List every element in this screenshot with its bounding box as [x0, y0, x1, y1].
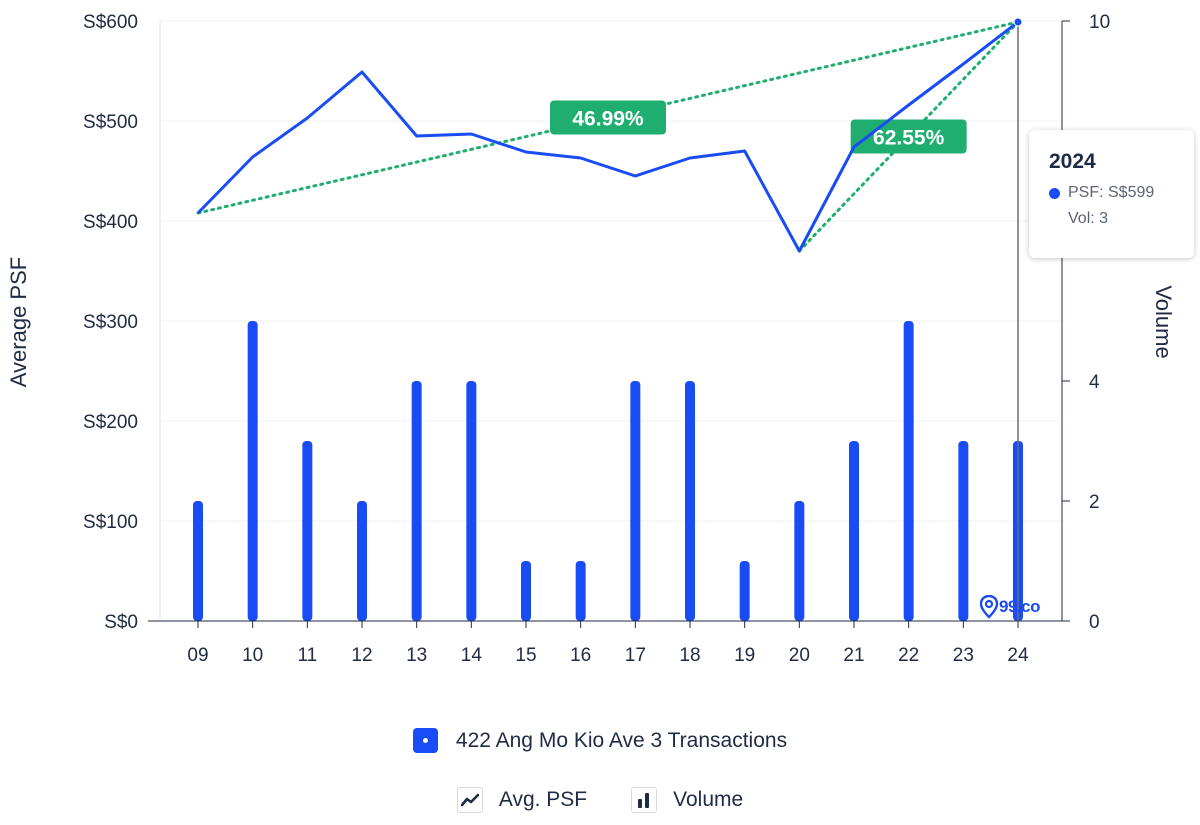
brand-logo-text: 99.co	[999, 597, 1040, 616]
volume-bar	[247, 321, 258, 621]
x-tick-label: 21	[843, 645, 864, 666]
x-tick-label: 23	[953, 645, 974, 666]
x-tick-label: 19	[734, 645, 755, 666]
volume-bar	[521, 561, 531, 621]
x-tick-label: 15	[515, 645, 536, 666]
tick-labels: S$0S$100S$200S$300S$400S$500S$6000248100…	[83, 12, 1110, 666]
y-left-tick-label: S$300	[83, 312, 138, 333]
x-tick-label: 17	[625, 645, 646, 666]
legend: 422 Ang Mo Kio Ave 3 Transactions	[0, 728, 1200, 753]
psf-series-line	[196, 20, 1019, 253]
toggle-avg-psf-label: Avg. PSF	[498, 788, 588, 811]
trend-label: 62.55%	[873, 127, 945, 150]
tooltip-psf-row: PSF: S$599	[1049, 184, 1174, 202]
tooltip-title: 2024	[1049, 150, 1096, 173]
chart-canvas: 46.99% 62.55% S$0 S$100 S$200 S$300 S$400 S$50…	[6, 12, 1176, 666]
line-chart-icon	[456, 787, 483, 813]
volume-bar	[794, 501, 805, 621]
volume-bar	[685, 381, 695, 621]
volume-bar	[739, 561, 750, 621]
series-toggle-bar: Avg. PSF Volume	[0, 787, 1200, 813]
volume-bar	[575, 561, 586, 621]
highlight-point	[1013, 17, 1023, 27]
y-left-tick-label: S$100	[83, 512, 138, 533]
y-left-tick-label: S$200	[83, 412, 138, 433]
volume-bar	[630, 381, 641, 621]
y-left-axis-title: Average PSF	[6, 257, 31, 387]
volume-bar	[193, 501, 203, 621]
x-tick-label: 16	[570, 645, 591, 666]
x-tick-label: 10	[242, 645, 263, 666]
x-tick-label: 09	[187, 645, 208, 666]
volume-bar	[357, 501, 367, 621]
volume-bar	[411, 381, 422, 621]
y-left-tick-label: S$600	[83, 12, 138, 33]
psf-line	[196, 17, 1023, 253]
axes	[148, 20, 1070, 628]
x-tick-label: 22	[898, 645, 919, 666]
x-tick-label: 11	[297, 645, 317, 666]
y-left-tick-label: S$500	[83, 112, 138, 133]
location-pin-icon	[979, 595, 999, 619]
x-tick-label: 20	[789, 645, 810, 666]
y-right-tick-label: 2	[1089, 492, 1100, 513]
volume-bar	[302, 441, 313, 621]
series-dot-icon	[1049, 187, 1060, 199]
x-tick-label: 24	[1007, 645, 1029, 666]
grid-lines	[160, 20, 1062, 522]
legend-series-icon[interactable]	[412, 728, 438, 753]
x-tick-label: 12	[351, 645, 372, 666]
trend-label-badge	[550, 100, 666, 135]
toggle-avg-psf[interactable]: Avg. PSF	[456, 787, 588, 813]
toggle-volume-label: Volume	[673, 788, 744, 811]
tooltip-vol-row: Vol: 3	[1049, 210, 1174, 228]
trendlines: 46.99% 62.55%	[196, 20, 1020, 253]
y-right-tick-label: 0	[1089, 612, 1100, 633]
volume-bars	[193, 321, 1023, 621]
y-right-tick-label: 10	[1089, 12, 1110, 33]
volume-bar	[958, 441, 969, 621]
tooltip-psf: PSF: S$599	[1068, 184, 1155, 201]
x-tick-label: 18	[679, 645, 700, 666]
y-left-tick-label: S$400	[83, 212, 138, 233]
x-tick-label: 14	[461, 645, 483, 666]
x-tick-label: 13	[406, 645, 427, 666]
y-left-tick-label: S$0	[104, 612, 138, 633]
brand-logo: 99.co	[979, 595, 1040, 619]
legend-series-label[interactable]: 422 Ang Mo Kio Ave 3 Transactions	[455, 728, 788, 752]
tooltip-vol: Vol: 3	[1068, 210, 1109, 227]
y-right-axis-title: Volume	[1151, 285, 1176, 358]
trend-label: 46.99%	[572, 108, 644, 131]
bar-chart-icon	[631, 787, 658, 813]
toggle-volume[interactable]: Volume	[631, 787, 743, 813]
chart-tooltip: 2024 PSF: S$599 Vol: 3	[1029, 130, 1194, 258]
volume-bar	[849, 441, 859, 621]
y-right-tick-label: 4	[1089, 372, 1100, 393]
volume-bar	[903, 321, 914, 621]
volume-bar	[466, 381, 477, 621]
